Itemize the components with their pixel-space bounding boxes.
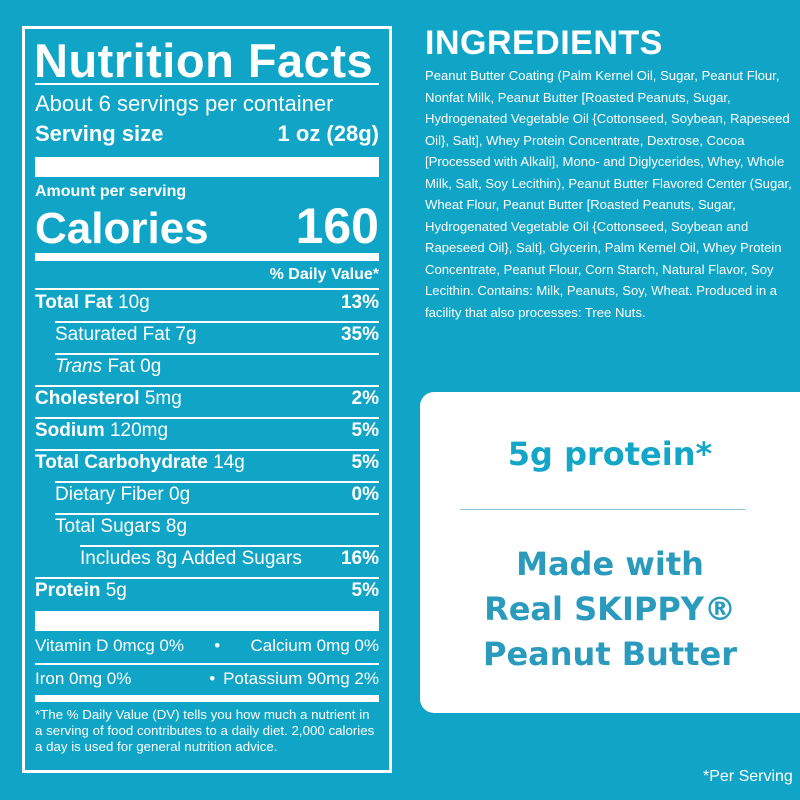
nutrient-row: Cholesterol 5mg 2% xyxy=(35,388,379,410)
nutrient-name: Total Fat 10g xyxy=(35,292,150,314)
daily-value-footnote: *The % Daily Value (DV) tells you how mu… xyxy=(35,707,375,754)
divider xyxy=(35,417,379,419)
divider xyxy=(35,83,379,85)
nutrient-amount: Fat 0g xyxy=(107,356,162,377)
nutrient-amount: 10g xyxy=(118,292,150,313)
callout-divider xyxy=(460,509,746,510)
protein-callout: 5g protein* xyxy=(507,435,713,473)
callout-card: 5g protein* Made with Real SKIPPY® Peanu… xyxy=(420,392,800,713)
vitamin-row-2: Iron 0mg 0% • Potassium 90mg 2% xyxy=(35,669,379,689)
calories-value: 160 xyxy=(295,198,379,254)
nutrient-daily-value: 5% xyxy=(351,452,379,473)
nutrient-amount: 120mg xyxy=(109,420,169,441)
divider xyxy=(35,663,379,665)
nutrition-facts-panel: Nutrition Facts About 6 servings per con… xyxy=(22,26,392,773)
divider xyxy=(55,353,379,355)
nutrient-name: Dietary Fiber 0g xyxy=(35,484,190,506)
servings-text: About 6 servings per container xyxy=(35,91,334,116)
divider xyxy=(35,288,379,290)
nutrient-row: Dietary Fiber 0g 0% xyxy=(35,484,379,506)
nutrient-label: Sodium xyxy=(35,420,105,441)
bullet: • xyxy=(214,636,221,655)
nutrient-label: Includes 8g Added Sugars xyxy=(80,548,302,569)
nutrient-label: Dietary Fiber xyxy=(55,484,164,505)
nutrient-amount: 7g xyxy=(175,324,197,345)
nutrient-name: Total Sugars 8g xyxy=(35,516,187,538)
skippy-callout: Made with Real SKIPPY® Peanut Butter xyxy=(420,542,800,677)
iron: Iron 0mg 0% xyxy=(35,669,132,688)
nutrition-facts-title: Nutrition Facts xyxy=(34,34,374,87)
medium-divider xyxy=(35,253,379,261)
calories-row: Calories 160 xyxy=(35,197,379,255)
divider xyxy=(55,321,379,323)
nutrient-amount: 14g xyxy=(213,452,245,473)
nutrient-row: Total Carbohydrate 14g 5% xyxy=(35,452,379,474)
amount-per-serving-text: Amount per serving xyxy=(35,183,187,200)
nutrient-label: Trans xyxy=(55,356,103,377)
serving-size-label: Serving size xyxy=(35,121,164,146)
thick-divider xyxy=(35,611,379,631)
servings-per-container: About 6 servings per container xyxy=(35,91,379,117)
nutrient-label: Total Fat xyxy=(35,292,113,313)
nutrient-name: Protein 5g xyxy=(35,580,127,602)
nutrient-row: Includes 8g Added Sugars 16% xyxy=(35,548,379,570)
nutrient-label: Protein xyxy=(35,580,101,601)
nutrient-daily-value: 16% xyxy=(340,548,379,569)
divider xyxy=(55,481,379,483)
nutrient-amount: 0g xyxy=(169,484,191,505)
vitamin-d: Vitamin D 0mcg 0% xyxy=(35,636,184,655)
nutrient-amount: 8g xyxy=(165,516,188,537)
nutrient-label: Saturated Fat xyxy=(55,324,171,345)
vitamin-row-1: Vitamin D 0mcg 0% • Calcium 0mg 0% xyxy=(35,636,379,656)
nutrient-row: Sodium 120mg 5% xyxy=(35,420,379,442)
nutrient-name: Includes 8g Added Sugars xyxy=(35,548,302,570)
calories-label: Calories xyxy=(35,204,209,253)
nutrient-amount: 5g xyxy=(105,580,127,601)
divider xyxy=(35,577,379,579)
calcium: Calcium 0mg 0% xyxy=(250,636,379,655)
callout-line-1: Made with xyxy=(516,545,704,583)
serving-size-value: 1 oz (28g) xyxy=(277,121,379,146)
nutrient-row: Total Fat 10g 13% xyxy=(35,292,379,314)
nutrient-name: Sodium 120mg xyxy=(35,420,168,442)
nutrient-daily-value: 13% xyxy=(340,292,379,313)
nutrient-name: Saturated Fat 7g xyxy=(35,324,197,346)
nutrient-name: Total Carbohydrate 14g xyxy=(35,452,245,474)
nutrient-daily-value: 0% xyxy=(351,484,379,505)
nutrient-label: Total Carbohydrate xyxy=(35,452,208,473)
daily-value-header: % Daily Value* xyxy=(35,266,379,284)
nutrient-daily-value: 2% xyxy=(351,388,379,409)
medium-divider xyxy=(35,695,379,702)
nutrient-row: Protein 5g 5% xyxy=(35,580,379,602)
nutrient-row: Trans Fat 0g xyxy=(35,356,379,378)
potassium: Potassium 90mg 2% xyxy=(223,669,379,688)
thick-divider xyxy=(35,157,379,177)
ingredients-text: Peanut Butter Coating (Palm Kernel Oil, … xyxy=(425,68,792,320)
callout-line-3: Peanut Butter xyxy=(483,635,737,673)
serving-size-row: Serving size 1 oz (28g) xyxy=(35,121,379,147)
ingredients-heading: INGREDIENTS xyxy=(425,24,663,62)
divider xyxy=(80,545,379,547)
bullet: • xyxy=(209,669,216,688)
nutrient-row: Saturated Fat 7g 35% xyxy=(35,324,379,346)
nutrient-label: Total Sugars xyxy=(55,516,161,537)
divider xyxy=(55,513,379,515)
divider xyxy=(35,385,379,387)
nutrient-name: Trans Fat 0g xyxy=(35,356,161,378)
nutrient-label: Cholesterol xyxy=(35,388,140,409)
nutrient-daily-value: 5% xyxy=(351,580,379,601)
nutrient-amount: 5mg xyxy=(144,388,182,409)
nutrient-daily-value: 5% xyxy=(351,420,379,441)
callout-line-2: Real SKIPPY® xyxy=(484,590,736,628)
dv-header-text: % Daily Value* xyxy=(269,266,379,283)
divider xyxy=(35,449,379,451)
nutrient-row: Total Sugars 8g xyxy=(35,516,379,538)
amount-per-serving: Amount per serving xyxy=(35,183,379,201)
per-serving-note: *Per Serving xyxy=(703,768,793,785)
nutrient-name: Cholesterol 5mg xyxy=(35,388,182,410)
nutrient-daily-value: 35% xyxy=(340,324,379,345)
